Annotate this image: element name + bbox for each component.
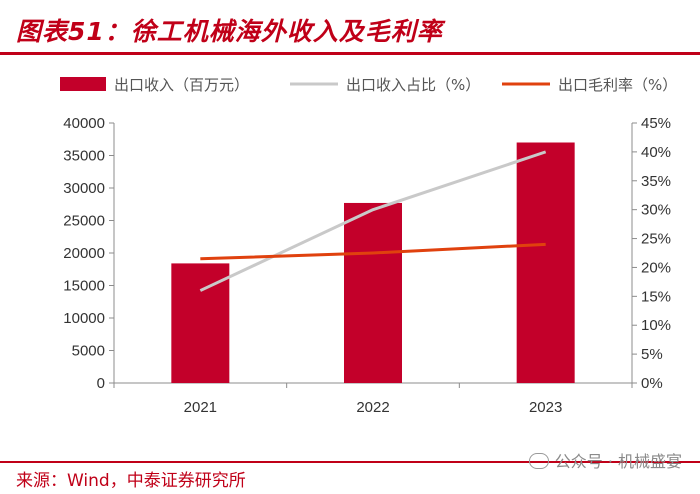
left-tick-label: 35000	[63, 148, 105, 165]
title-underline	[0, 52, 700, 55]
left-tick-label: 25000	[63, 213, 105, 230]
right-tick-label: 0%	[641, 375, 663, 392]
right-tick-label: 5%	[641, 346, 663, 363]
line-export-gross-margin	[200, 242, 546, 261]
x-tick-label: 2021	[184, 399, 217, 416]
left-tick-label: 30000	[63, 180, 105, 197]
watermark-text: 公众号 · 机械盛宴	[554, 452, 682, 471]
left-tick-label: 5000	[72, 343, 105, 360]
right-tick-label: 30%	[641, 202, 671, 219]
right-tick-label: 10%	[641, 317, 671, 334]
bar-export-revenue	[516, 142, 575, 383]
legend-label-share: 出口收入占比（%）	[346, 76, 480, 94]
line-export-share	[199, 150, 547, 292]
bar-export-revenue	[171, 263, 230, 383]
source-note: 来源：Wind，中泰证券研究所	[16, 471, 246, 491]
left-tick-label: 0	[97, 375, 105, 392]
title-bar: 图表51：徐工机械海外收入及毛利率	[0, 0, 700, 58]
left-tick-label: 10000	[63, 310, 105, 327]
x-tick-label: 2023	[529, 399, 562, 416]
legend-label-margin: 出口毛利率（%）	[558, 76, 677, 94]
footer-divider	[0, 461, 700, 463]
right-tick-label: 45%	[641, 115, 671, 132]
right-tick-label: 15%	[641, 288, 671, 305]
right-tick-label: 25%	[641, 231, 671, 248]
wechat-icon	[528, 453, 549, 469]
legend-label-revenue: 出口收入（百万元）	[114, 76, 249, 94]
watermark: 公众号 · 机械盛宴	[528, 448, 682, 472]
page-title: 图表51：徐工机械海外收入及毛利率	[16, 17, 443, 46]
left-tick-label: 40000	[63, 115, 105, 132]
left-tick-label: 20000	[63, 245, 105, 262]
chart: 0 5000 10000 15000 20000 25000 30000 35000 40000…	[60, 76, 677, 416]
x-tick-label: 2022	[356, 399, 389, 416]
right-tick-label: 40%	[641, 144, 671, 161]
left-tick-label: 15000	[63, 278, 105, 295]
right-tick-label: 35%	[641, 173, 671, 190]
legend-swatch-revenue	[60, 77, 106, 91]
right-tick-label: 20%	[641, 259, 671, 276]
bar-export-revenue	[344, 202, 402, 383]
